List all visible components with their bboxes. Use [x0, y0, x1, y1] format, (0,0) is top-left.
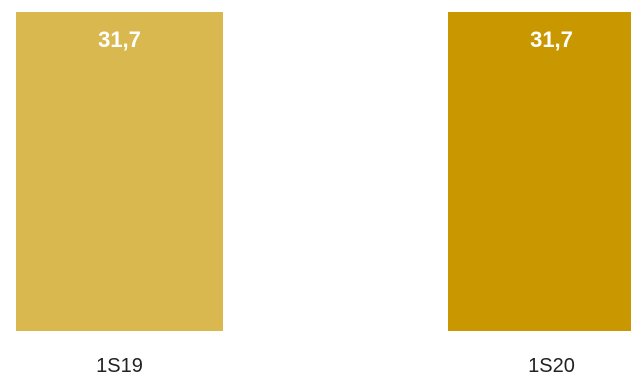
category-label-1s19: 1S19 — [96, 355, 143, 377]
category-labels-group: 1S19 1S20 — [96, 355, 575, 377]
bars-group — [16, 12, 631, 331]
bar-1s19 — [16, 12, 223, 331]
category-label-1s20: 1S20 — [528, 355, 575, 377]
data-label-1s19: 31,7 — [98, 27, 141, 52]
data-labels-group: 31,7 31,7 — [98, 27, 573, 52]
data-label-1s20: 31,7 — [530, 27, 573, 52]
bar-1s20 — [448, 12, 631, 331]
